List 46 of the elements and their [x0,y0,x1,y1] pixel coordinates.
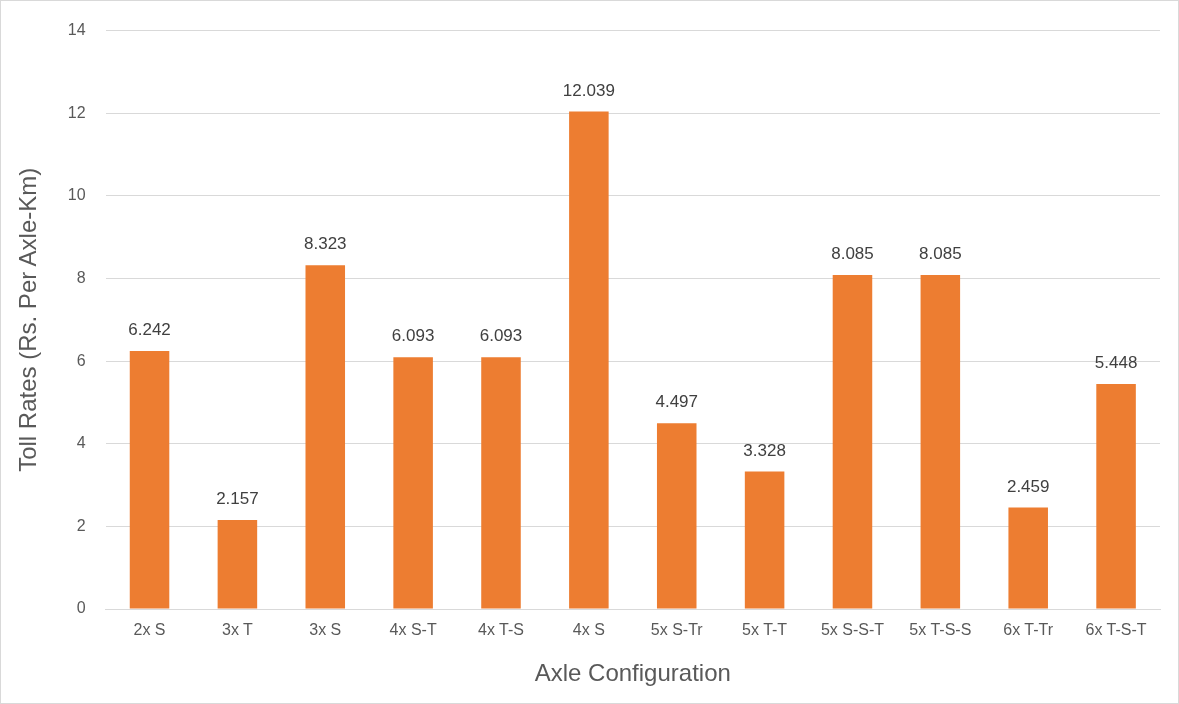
data-label: 12.039 [562,80,615,100]
bar [305,265,346,609]
bar [1008,507,1048,609]
x-tick-label: 4x S [572,621,605,639]
data-label: 6.093 [479,326,523,346]
x-tick-label: 6x T-Tr [1003,621,1054,639]
x-tick-label: 3x T [221,621,254,639]
x-tick-label: 2x S [133,621,166,639]
y-tick-label: 4 [76,434,86,452]
bar [481,357,521,609]
y-tick-label: 0 [76,599,86,617]
y-tick-label: 14 [67,21,86,39]
bar [1096,383,1136,609]
data-label: 8.323 [303,234,347,254]
bar [656,423,697,609]
data-label: 6.242 [128,320,171,340]
data-label: 5.448 [1094,353,1138,373]
bar [217,519,258,609]
data-label: 8.085 [831,244,874,264]
bar [832,274,873,609]
x-tick-label: 5x T-T [742,621,788,639]
x-tick-label: 4x S-T [389,621,437,639]
bar [744,471,785,609]
x-tick-label: 5x S-S-T [820,621,885,639]
data-label: 6.093 [391,326,435,346]
data-label: 2.459 [1006,476,1050,496]
y-tick-label: 2 [76,516,86,534]
y-tick-label: 10 [67,186,86,204]
data-label: 2.157 [216,489,259,509]
x-tick-label: 5x S-Tr [650,621,704,639]
x-tick-label: 6x T-S-T [1085,621,1147,639]
x-tick-label: 3x S [309,621,342,639]
data-label: 8.085 [919,244,962,264]
data-label: 4.497 [655,392,699,412]
x-tick-label: 5x T-S-S [909,621,972,639]
x-axis-title: Axle Configuration [534,659,731,687]
bar [569,111,609,609]
y-tick-label: 12 [67,103,86,121]
data-label: 3.328 [743,440,786,460]
y-tick-label: 6 [76,351,86,369]
bar [393,357,433,609]
bar [920,274,961,609]
bar [129,351,170,609]
x-tick-label: 4x T-S [478,621,524,639]
y-axis-title: Toll Rates (Rs. Per Axle-Km) [14,167,42,472]
y-tick-label: 8 [76,268,86,286]
